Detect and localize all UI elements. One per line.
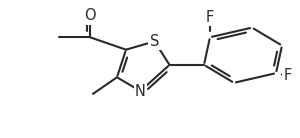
Text: F: F	[206, 10, 214, 25]
Text: S: S	[150, 34, 159, 49]
Text: N: N	[135, 84, 146, 99]
Text: F: F	[284, 68, 292, 83]
Text: O: O	[84, 8, 96, 23]
